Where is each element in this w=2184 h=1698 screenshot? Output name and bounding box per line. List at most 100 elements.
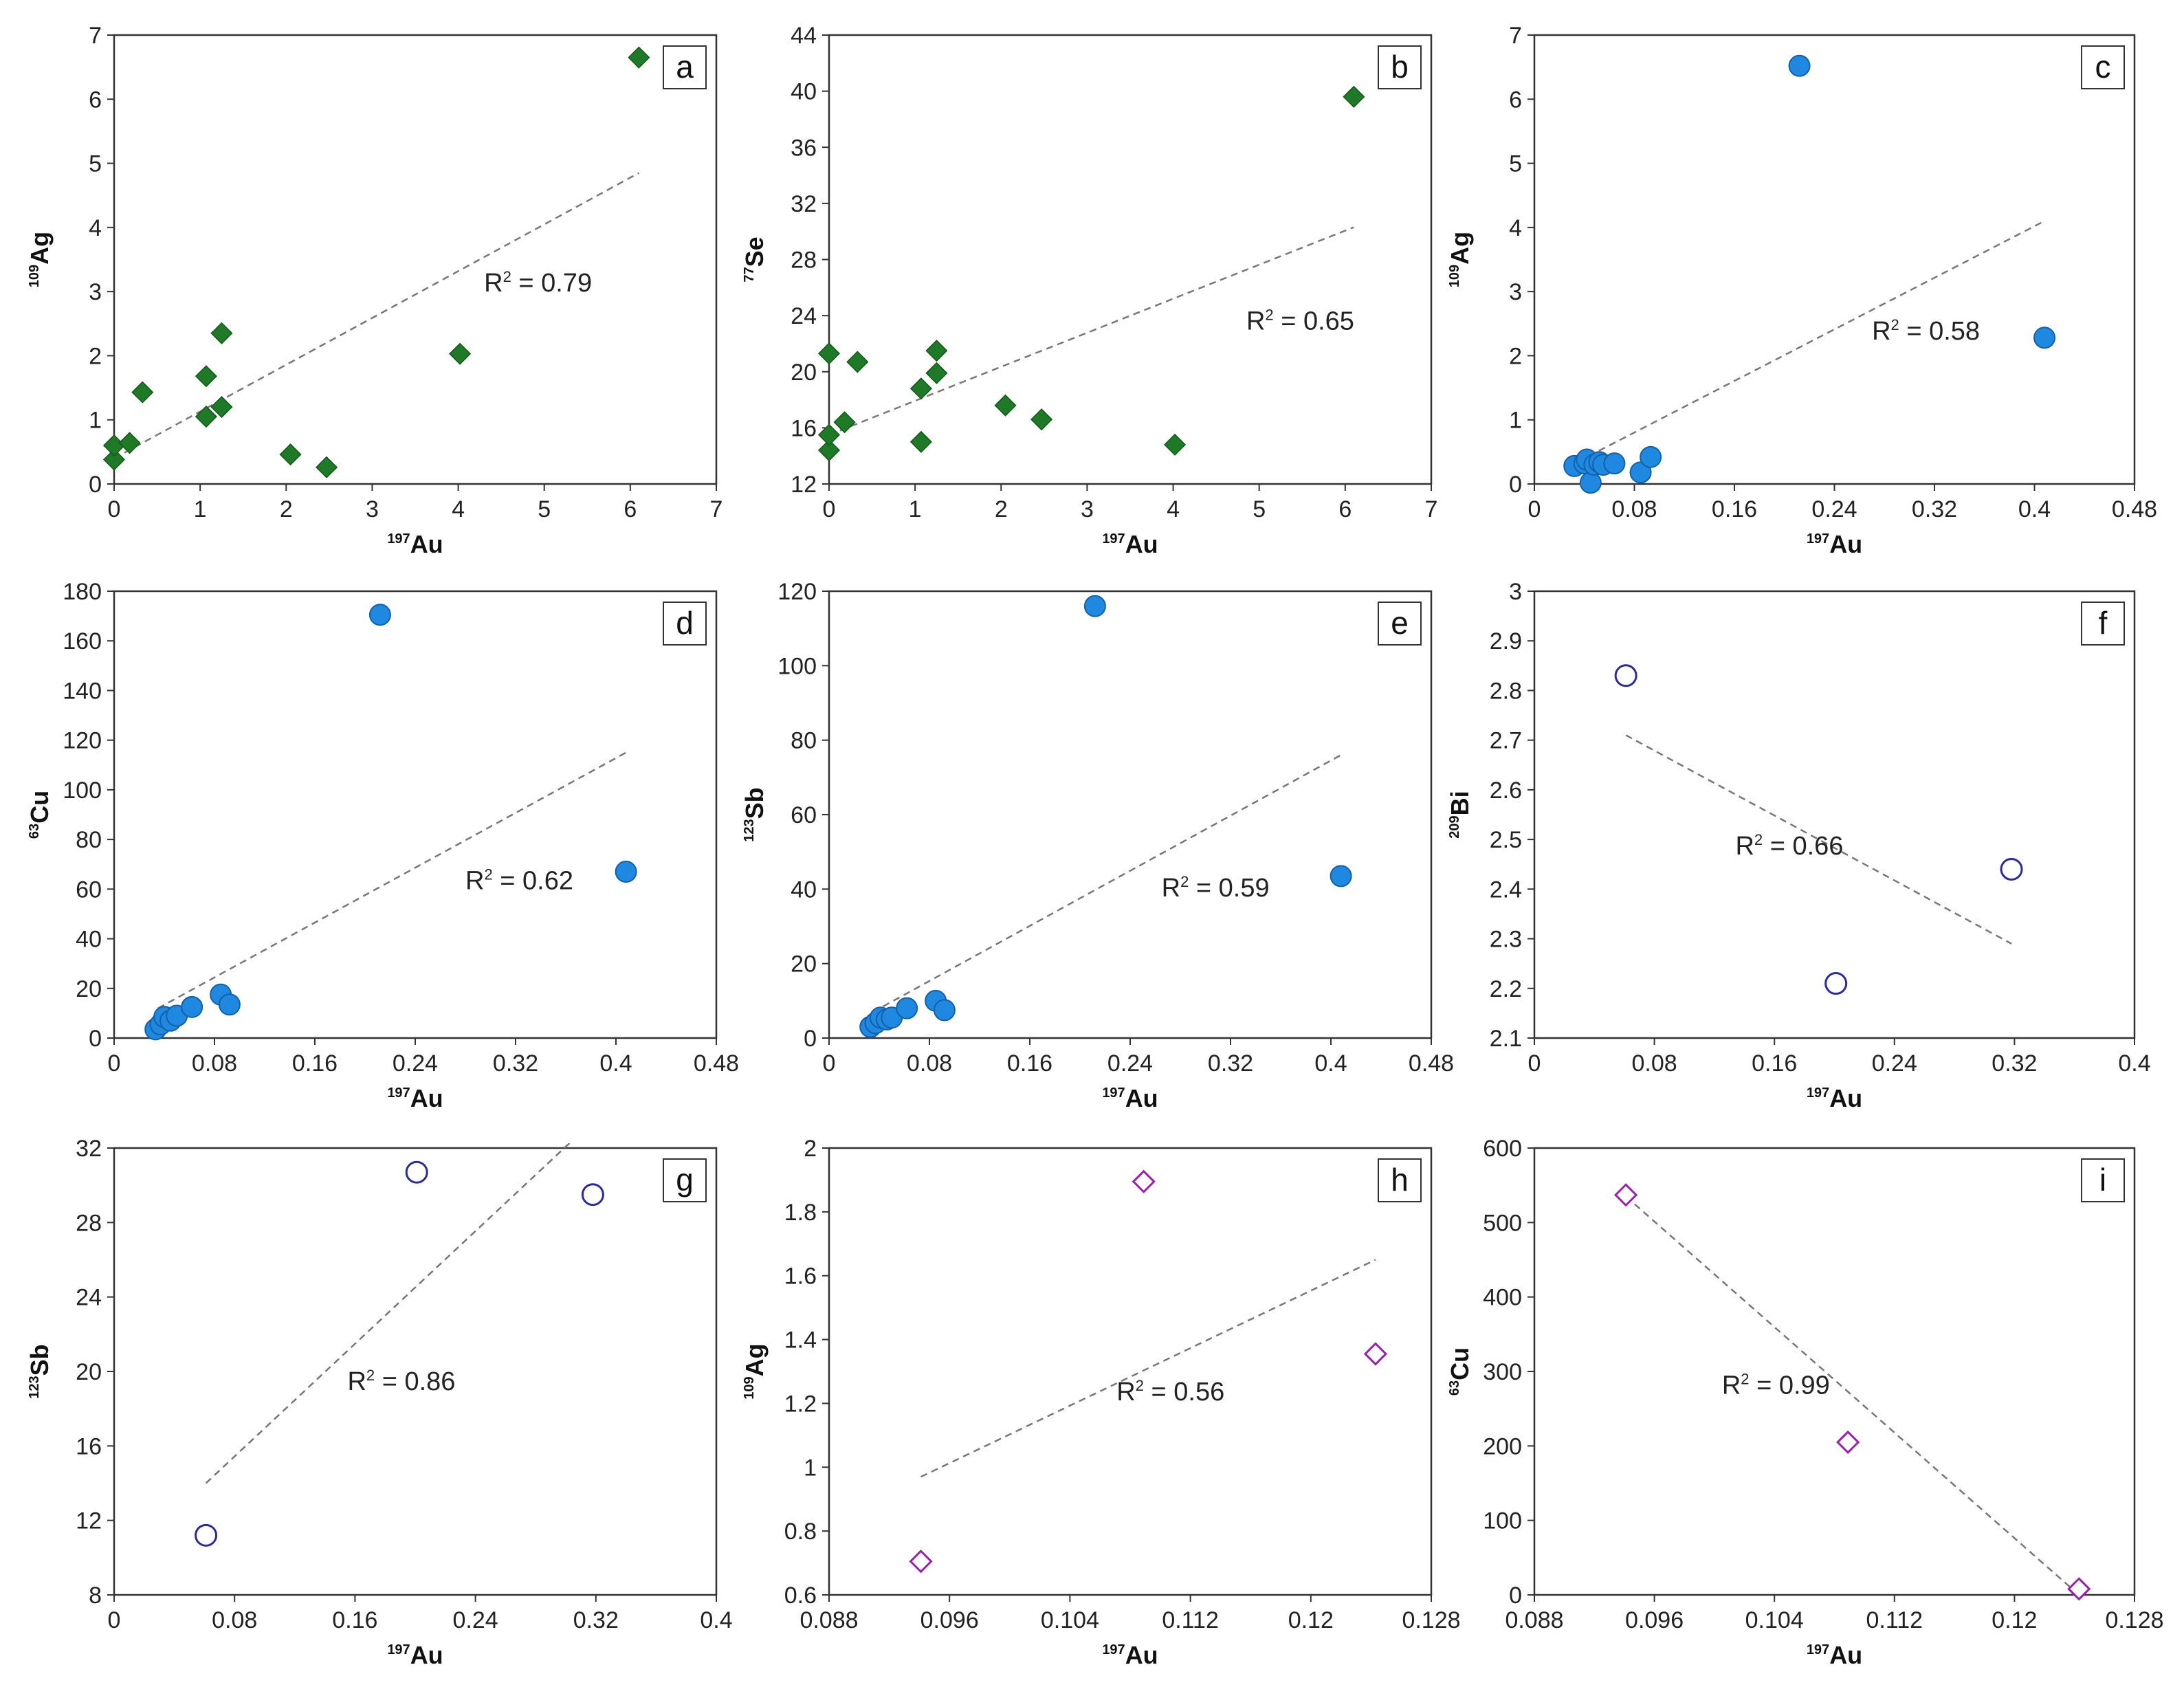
y-tick-label: 600 (1483, 1136, 1522, 1162)
x-axis-label-mass: 197 (1807, 1642, 1829, 1657)
x-axis-label-mass: 197 (387, 1642, 410, 1657)
r2-symbol: R (1872, 317, 1890, 346)
x-tick-label: 0.088 (1505, 1607, 1563, 1633)
y-tick-label: 20 (791, 951, 817, 978)
panel-label-box (2081, 45, 2125, 89)
x-axis-label-element: Au (1829, 1084, 1862, 1112)
x-tick-label: 0.16 (1712, 496, 1757, 522)
y-axis-label-element: Ag (25, 232, 54, 265)
r2-value: = 0.59 (1189, 874, 1269, 903)
r2-exponent: 2 (1891, 316, 1899, 333)
r2-value: = 0.58 (1899, 317, 1980, 346)
plot-frame (1533, 590, 2136, 1039)
x-tick-label: 0 (1528, 1050, 1541, 1077)
y-tick-label: 80 (791, 728, 817, 754)
panel-label-box (1378, 602, 1422, 646)
y-tick-label: 12 (791, 472, 817, 498)
x-tick-label: 0.32 (1992, 1050, 2037, 1077)
panel-h: 0.088 0.096 0.104 0.112 0.12 0.128 0.6 0.8 1 1.2 1… (740, 1136, 1461, 1669)
x-axis-label-mass: 197 (1102, 1085, 1125, 1101)
y-axis-label-element: Sb (25, 1344, 54, 1376)
y-tick-label: 2.9 (1490, 628, 1522, 654)
x-axis-label-element: Au (1829, 1641, 1862, 1669)
x-tick-label: 1 (194, 496, 207, 522)
r2-annotation: R2 = 0.65 (1246, 307, 1354, 336)
data-point (1164, 433, 1187, 456)
y-tick-label: 400 (1483, 1285, 1522, 1311)
x-tick-label: 0.24 (1811, 496, 1857, 522)
x-tick-label: 5 (538, 496, 551, 522)
y-tick-label: 0.8 (784, 1519, 817, 1545)
data-point (1788, 54, 1811, 77)
x-tick-label: 0.4 (2018, 496, 2051, 522)
r2-symbol: R (484, 269, 503, 298)
y-axis-label-element: Ag (1446, 232, 1474, 265)
x-tick-label: 0.4 (1314, 1050, 1347, 1077)
y-tick-label: 32 (76, 1136, 102, 1162)
panel-label: b (1391, 49, 1409, 85)
r2-symbol: R (1735, 832, 1754, 861)
r2-symbol: R (1246, 307, 1265, 336)
y-tick-label: 0 (804, 1026, 817, 1052)
x-axis-label: 197Au (387, 530, 443, 558)
y-tick-label: 2.7 (1490, 728, 1522, 754)
y-axis-label: 109Ag (1446, 232, 1474, 287)
x-tick-label: 0.4 (2118, 1050, 2150, 1077)
x-tick-label: 0 (108, 1607, 121, 1633)
r2-value: = 0.56 (1144, 1378, 1224, 1407)
data-point (1132, 1169, 1156, 1193)
x-tick-label: 7 (710, 496, 723, 522)
data-point (195, 365, 217, 388)
r2-symbol: R (1162, 874, 1180, 903)
data-point (2067, 1577, 2091, 1601)
x-axis-label: 197Au (1807, 1641, 1862, 1669)
y-tick-label: 160 (63, 628, 102, 654)
r2-exponent: 2 (1180, 873, 1189, 890)
x-tick-label: 0.24 (393, 1050, 438, 1077)
y-tick-label: 6 (1509, 87, 1522, 113)
data-point (2033, 327, 2056, 349)
r2-value: = 0.79 (511, 269, 592, 298)
data-point (933, 999, 956, 1022)
panel-label: i (2099, 1162, 2106, 1198)
plot-frame (828, 34, 1433, 485)
y-axis-label: 63Cu (1446, 1347, 1474, 1396)
x-axis-label-mass: 197 (387, 531, 410, 547)
y-axis-label-element: Cu (1446, 1347, 1474, 1380)
data-point (131, 381, 154, 404)
y-tick-label: 300 (1483, 1359, 1522, 1385)
r2-exponent: 2 (366, 1367, 375, 1384)
y-axis-label-element: Ag (740, 1343, 769, 1376)
r2-exponent: 2 (1754, 831, 1763, 848)
y-tick-label: 2.3 (1490, 927, 1522, 953)
data-point (909, 430, 932, 453)
y-tick-label: 12 (76, 1508, 102, 1534)
plot-frame (113, 590, 718, 1039)
y-tick-label: 16 (791, 415, 817, 441)
r2-annotation: R2 = 0.59 (1162, 873, 1270, 903)
panel-c: 0 0.08 0.16 0.24 0.32 0.4 0.48 0 1 2 3 4 5 6 7 197Au 109… (1446, 23, 2157, 558)
panel-label: f (2099, 605, 2108, 641)
trend-line (920, 1259, 1376, 1478)
r2-symbol: R (465, 866, 484, 895)
data-point (1363, 1342, 1388, 1366)
x-tick-label: 0.08 (907, 1050, 952, 1077)
y-axis-label-mass: 109 (742, 1376, 757, 1399)
data-point (195, 405, 217, 428)
x-tick-label: 0.24 (1872, 1050, 1917, 1077)
y-tick-label: 8 (89, 1583, 102, 1609)
data-point (1330, 865, 1352, 887)
x-axis-label-element: Au (1125, 1641, 1158, 1669)
plot-frame (828, 590, 1433, 1039)
y-tick-label: 100 (63, 778, 102, 804)
data-point (102, 448, 126, 471)
x-tick-label: 0.104 (1041, 1607, 1099, 1633)
data-point (210, 395, 233, 419)
x-tick-label: 0.16 (292, 1050, 338, 1077)
r2-annotation: R2 = 0.56 (1116, 1377, 1224, 1407)
y-tick-label: 2.2 (1490, 976, 1522, 1002)
y-axis-label-mass: 123 (742, 819, 757, 841)
data-point (405, 1160, 428, 1184)
y-tick-label: 2 (1509, 343, 1522, 369)
y-axis-label: 123Sb (25, 1344, 54, 1398)
